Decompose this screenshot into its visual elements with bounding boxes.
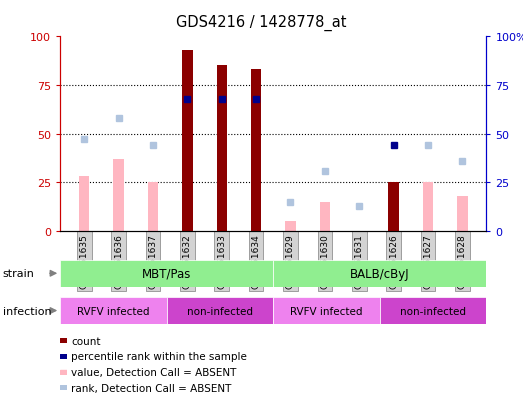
Bar <box>285 221 295 231</box>
Text: RVFV infected: RVFV infected <box>77 306 150 316</box>
Text: non-infected: non-infected <box>400 306 466 316</box>
Text: GDS4216 / 1428778_at: GDS4216 / 1428778_at <box>176 14 347 31</box>
Bar <box>251 70 262 231</box>
Bar <box>182 51 192 231</box>
Bar <box>79 177 89 231</box>
Bar <box>273 297 380 324</box>
Text: RVFV infected: RVFV infected <box>290 306 363 316</box>
Text: infection: infection <box>3 306 51 316</box>
Bar <box>273 260 486 287</box>
Bar <box>380 297 486 324</box>
Bar <box>423 183 433 231</box>
Bar <box>457 196 468 231</box>
Bar <box>148 183 158 231</box>
Text: strain: strain <box>3 268 35 279</box>
Text: value, Detection Call = ABSENT: value, Detection Call = ABSENT <box>71 367 236 377</box>
Text: non-infected: non-infected <box>187 306 253 316</box>
Text: BALB/cByJ: BALB/cByJ <box>350 267 410 280</box>
Text: MBT/Pas: MBT/Pas <box>142 267 191 280</box>
Bar <box>113 159 124 231</box>
Text: rank, Detection Call = ABSENT: rank, Detection Call = ABSENT <box>71 383 232 393</box>
Bar <box>389 183 399 231</box>
Bar <box>217 66 227 231</box>
Bar <box>320 202 330 231</box>
Bar <box>60 260 273 287</box>
Text: percentile rank within the sample: percentile rank within the sample <box>71 351 247 361</box>
Bar <box>167 297 274 324</box>
Text: count: count <box>71 336 100 346</box>
Bar <box>60 297 167 324</box>
